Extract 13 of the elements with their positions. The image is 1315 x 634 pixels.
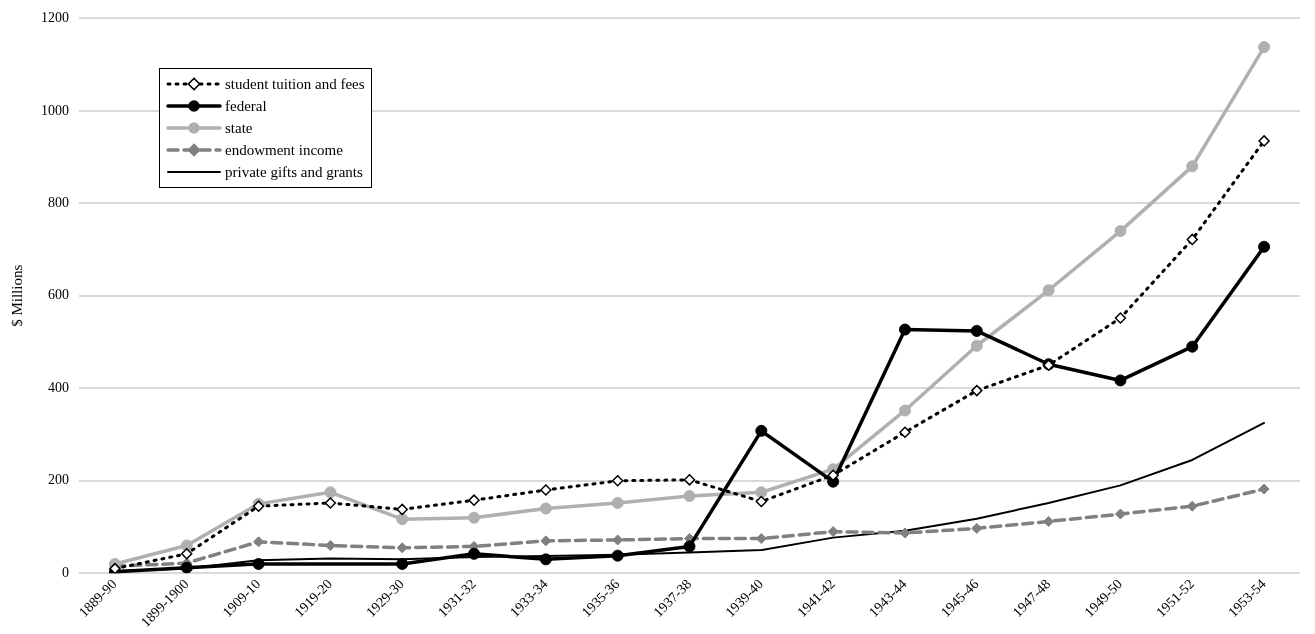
legend-label: endowment income [225,141,343,159]
y-tick-label: 0 [62,564,69,580]
legend-label: student tuition and fees [225,75,365,93]
y-tick-label: 600 [48,287,69,303]
legend-label: private gifts and grants [225,163,363,181]
legend-label: federal [225,97,267,115]
y-tick-label: 1000 [41,102,69,118]
legend-label: state [225,119,253,137]
y-tick-label: 400 [48,379,69,395]
y-tick-label: 800 [48,195,69,211]
y-tick-label: 200 [48,472,69,488]
y-axis-title: $ Millions [8,264,25,327]
y-tick-label: 1200 [41,10,69,26]
